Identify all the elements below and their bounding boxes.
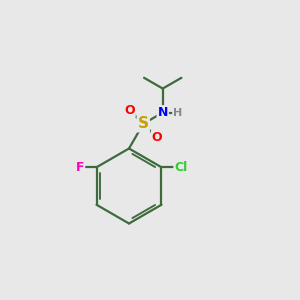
Text: N: N [158,106,168,119]
Text: H: H [173,108,182,118]
Text: Cl: Cl [174,161,188,174]
Text: O: O [124,103,135,116]
Text: F: F [76,161,84,174]
Text: S: S [138,116,149,131]
Text: O: O [152,131,162,144]
